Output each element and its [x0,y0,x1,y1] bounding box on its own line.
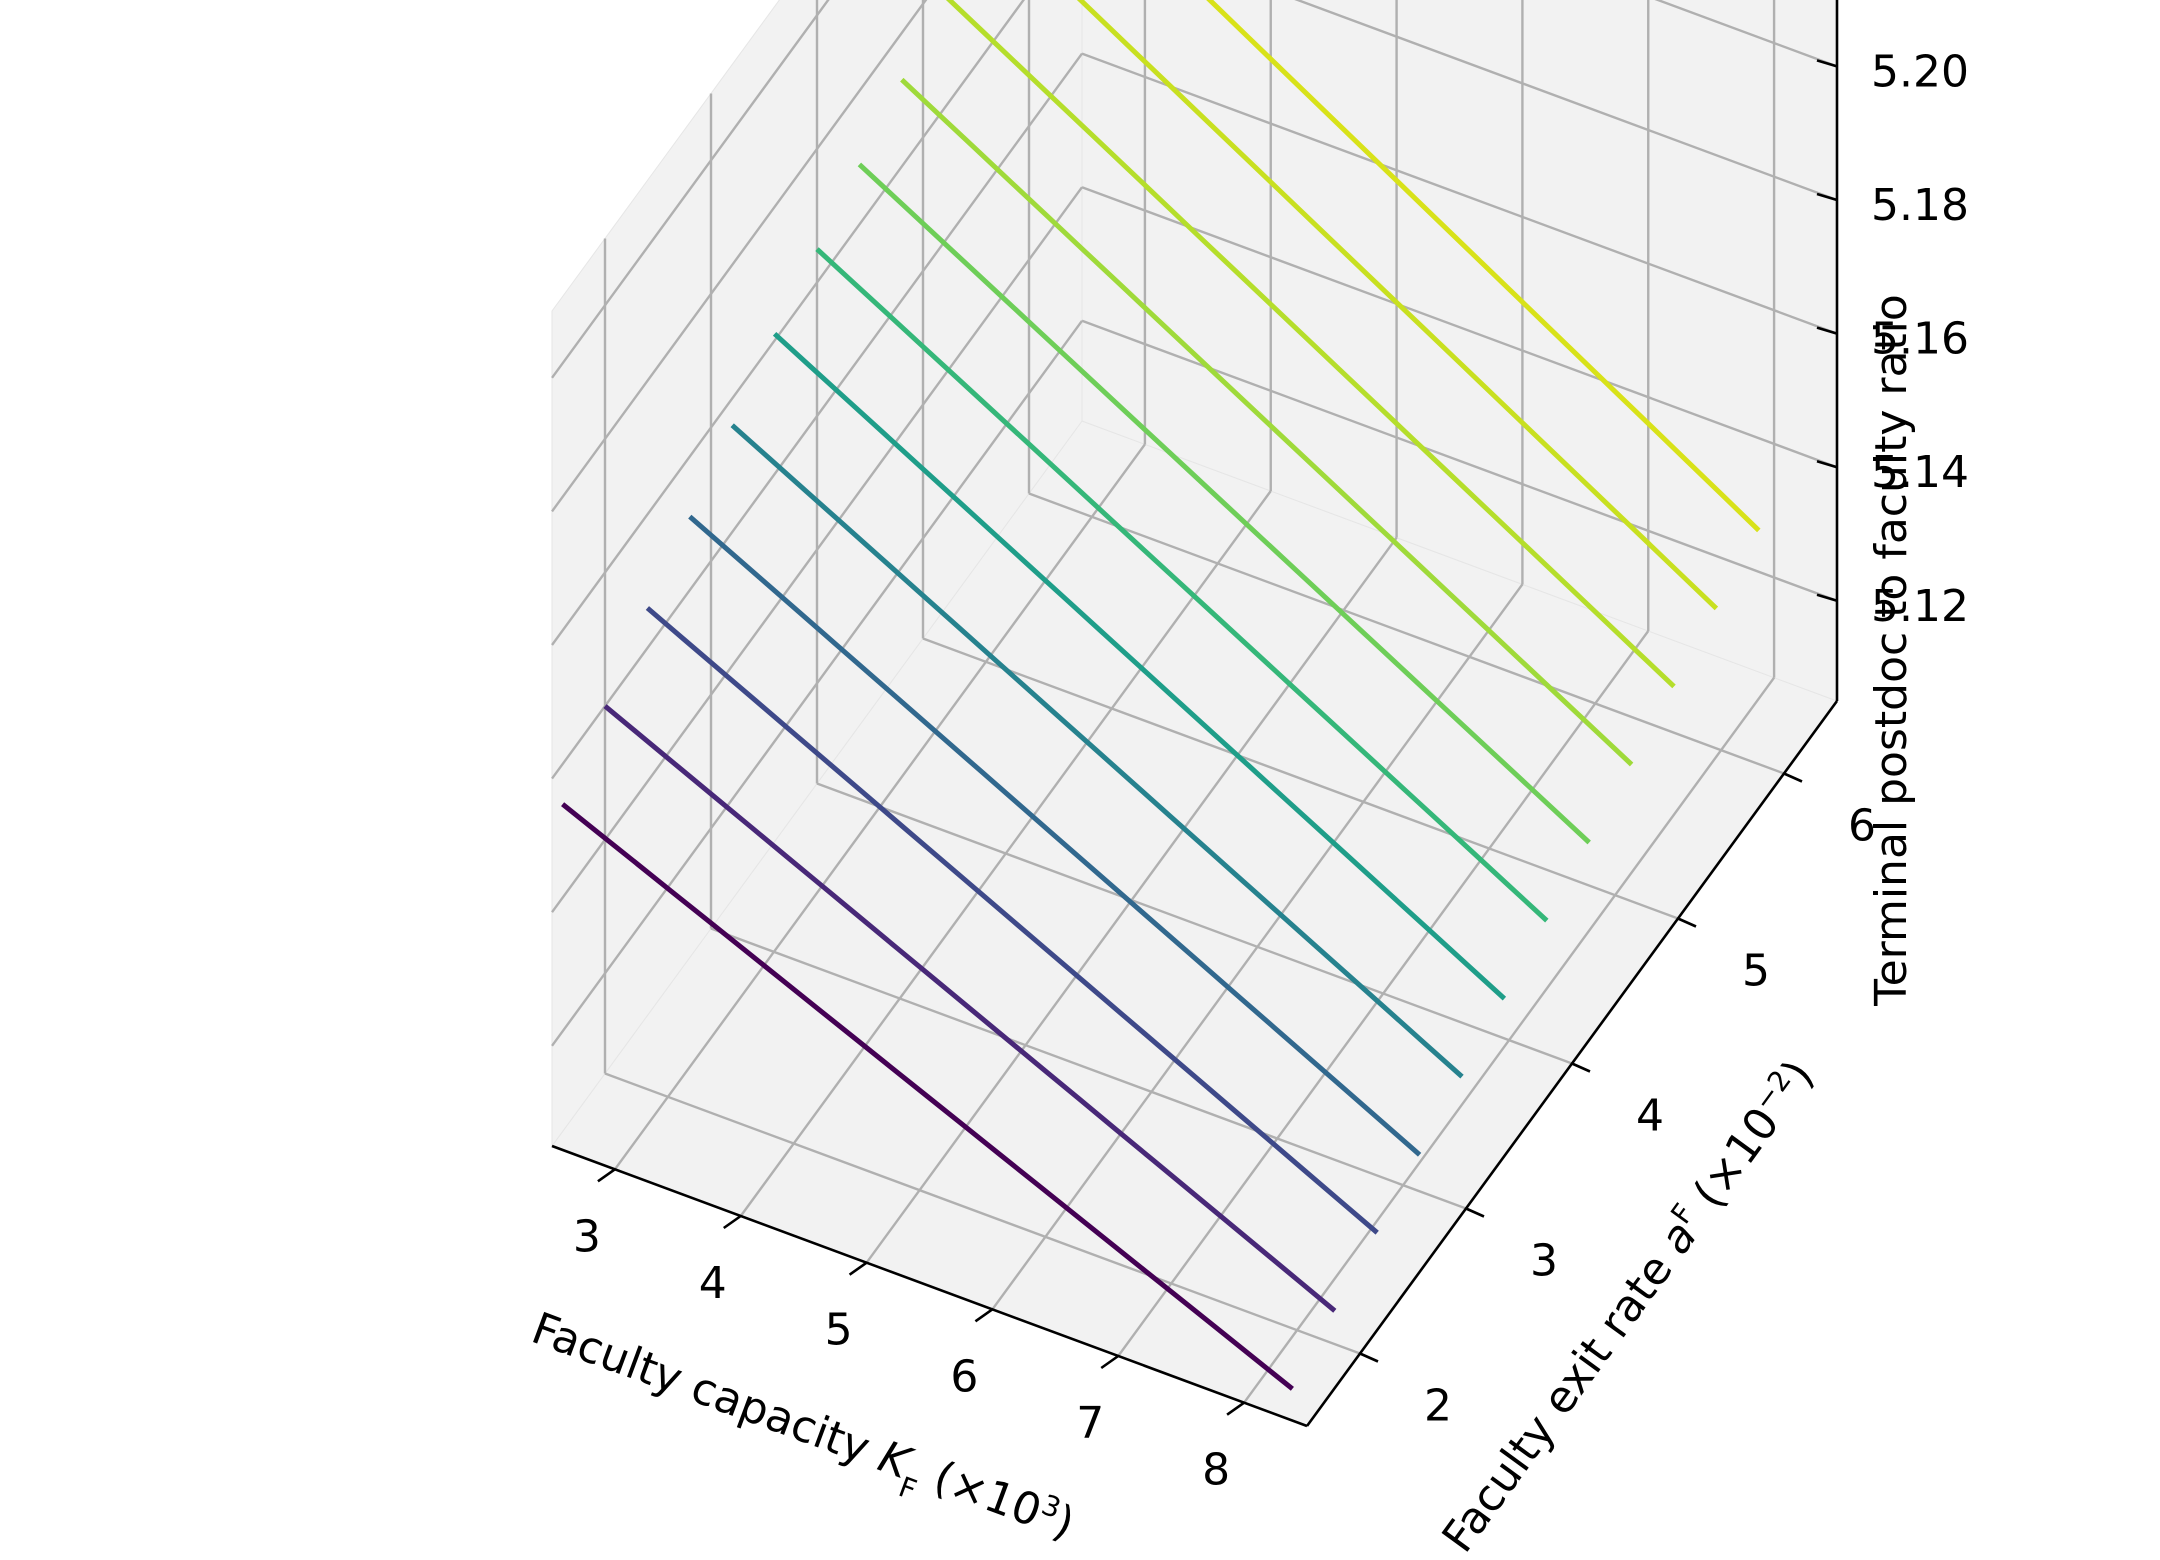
x-axis-line [551,1144,1308,1428]
gridline-floor-y [922,637,1679,920]
gridline-back-z [1081,186,1838,469]
gridline-floor-y [1028,492,1785,775]
gridline-floor-y [604,1072,1361,1355]
y-tick-label: 6 [1848,801,1876,852]
gridline-back-z [1294,0,1838,202]
z-axis-label: Terminal postdoc to faculty ratio [1866,294,1917,1007]
y-tick-label: 5 [1742,946,1770,997]
x-axis-label: Faculty capacity KF (×103) [521,1301,1082,1560]
series-line [688,514,1422,1157]
data-series [561,0,1761,1391]
series-line [857,162,1591,845]
gridline-left-z [551,186,1083,913]
y-tick-label: 3 [1530,1236,1558,1287]
gridline-left-z [551,320,1083,1047]
x-tick-label: 6 [950,1351,978,1402]
series-line [603,704,1337,1313]
gridline-floor-y [710,927,1467,1210]
y-tick-mark [1783,772,1803,783]
x-tick-label: 8 [1202,1445,1230,1496]
gridline-floor-y [816,782,1573,1065]
z-tick-label: 5.12 [1871,581,1969,632]
series-line [815,247,1549,923]
series-line [730,423,1464,1079]
x-tick-mark [1100,1354,1119,1370]
x-tick-label: 4 [699,1258,727,1309]
x-tick-mark [974,1308,994,1323]
gridlines [551,0,1838,1404]
gridline-left-z [551,52,1083,780]
x-tick-label: 3 [573,1211,601,1262]
series-line [945,0,1676,689]
z-tick-label: 5.20 [1871,46,1969,97]
y-tick-label: 2 [1424,1381,1452,1432]
gridline-left-z [551,0,928,513]
z-tick-mark [1816,593,1838,603]
y-tick-mark [1359,1352,1379,1363]
z-tick-label: 5.18 [1871,180,1969,231]
gridline-back-z [1654,0,1838,68]
x-tick-mark [723,1214,742,1230]
series-line [772,331,1507,1001]
gridline-back-z [1081,52,1838,335]
z-tick-label: 5.14 [1871,447,1969,498]
gridline-left-z [551,0,830,379]
series-line [645,606,1379,1235]
x-tick-mark [597,1168,616,1183]
z-tick-mark [1816,326,1838,335]
x-tick-label: 7 [1076,1398,1104,1449]
z-tick-mark [1816,59,1838,68]
y-tick-mark [1677,917,1697,928]
series-line [561,802,1294,1391]
x-tick-mark [1226,1401,1245,1416]
series-line [900,77,1634,767]
series-line [1206,0,1761,533]
y-tick-label: 4 [1636,1091,1664,1142]
z-tick-mark [1816,192,1838,202]
z-tick-mark [1816,459,1838,469]
y-tick-mark [1465,1207,1485,1218]
x-tick-mark [848,1261,868,1276]
z-tick-label: 5.16 [1871,314,1969,365]
x-tick-label: 5 [825,1305,853,1356]
series-line [1076,0,1719,611]
y-tick-mark [1571,1062,1591,1073]
